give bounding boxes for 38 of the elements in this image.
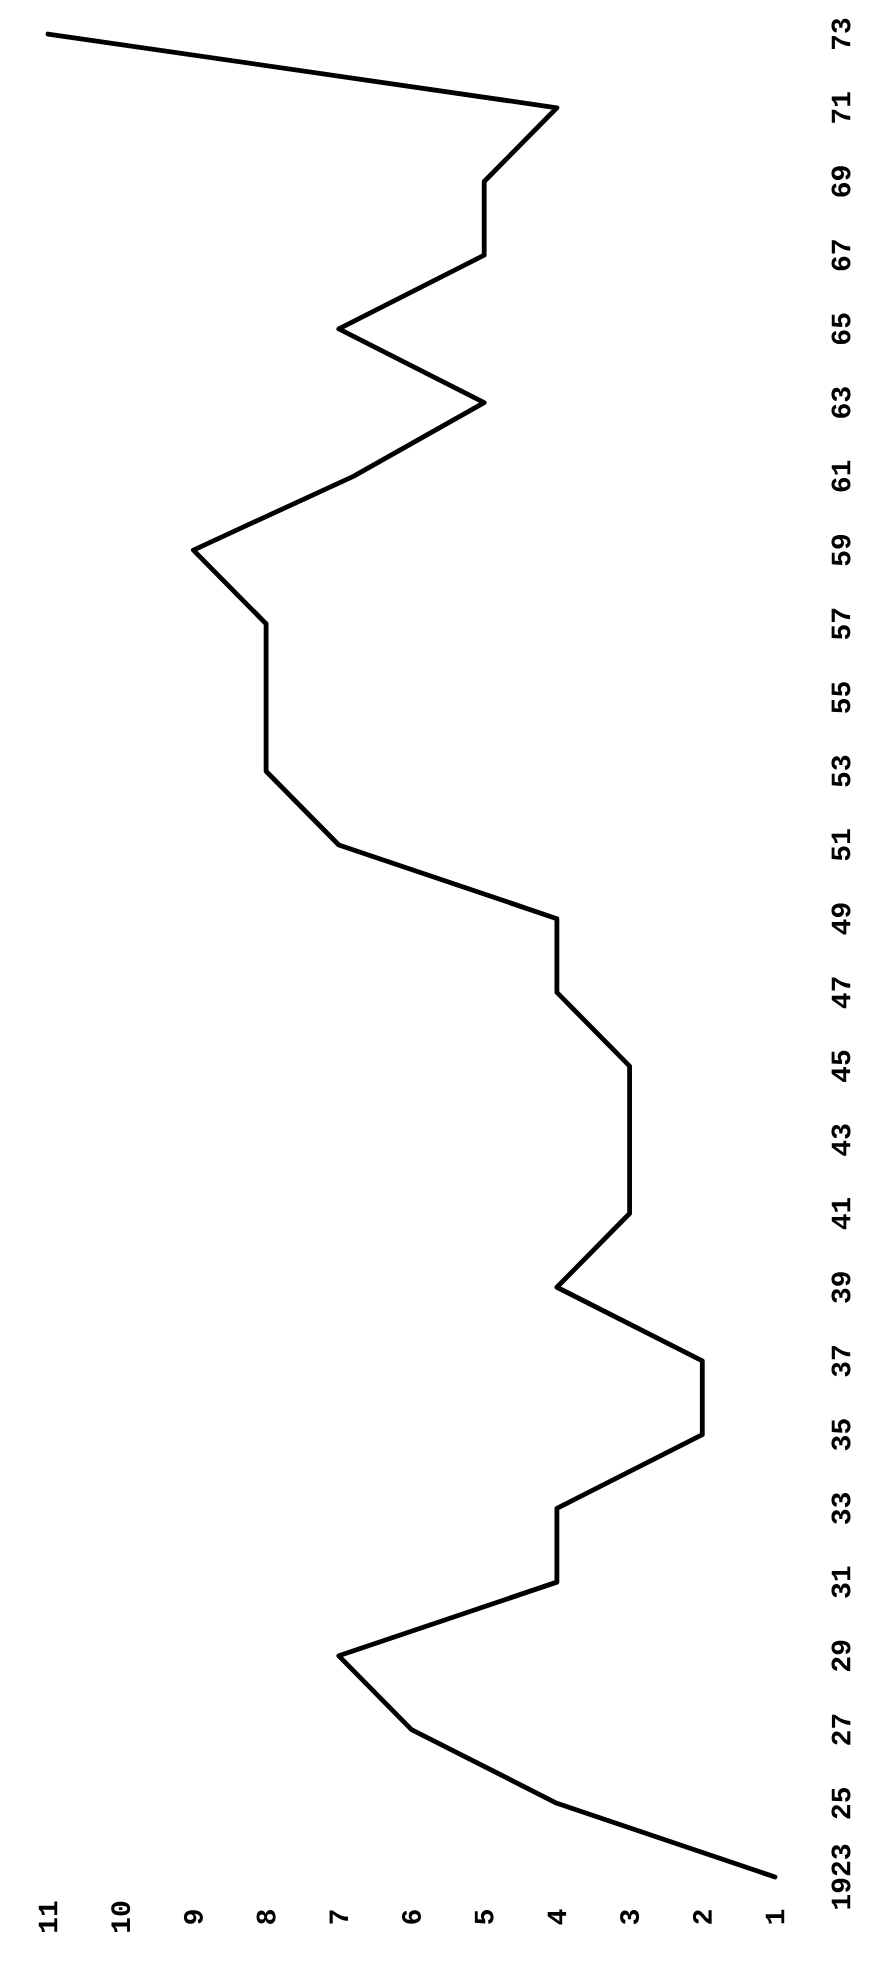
x-tick-label: 9 (183, 1910, 203, 1924)
y-tick-label: 55 (831, 682, 851, 713)
x-tick-label: 5 (474, 1910, 494, 1924)
y-tick-label: 61 (831, 460, 851, 492)
y-tick-label: 43 (831, 1124, 851, 1156)
x-tick-label: 10 (111, 1901, 131, 1932)
y-tick-label: 25 (831, 1787, 851, 1819)
y-tick-label: 53 (831, 755, 851, 787)
y-tick-label: 33 (831, 1493, 851, 1524)
x-tick-label: 4 (547, 1909, 567, 1925)
y-tick-label: 1923 (831, 1844, 851, 1909)
y-tick-label: 29 (831, 1640, 851, 1671)
y-tick-label: 37 (831, 1346, 851, 1377)
y-tick-label: 71 (831, 92, 851, 123)
y-tick-label: 51 (831, 829, 851, 861)
y-tick-label: 35 (831, 1419, 851, 1451)
x-tick-label: 2 (692, 1910, 712, 1924)
x-tick-label: 11 (38, 1901, 58, 1932)
y-tick-label: 27 (831, 1714, 851, 1745)
y-tick-label: 31 (831, 1566, 851, 1598)
y-tick-label: 47 (831, 977, 851, 1009)
y-tick-label: 67 (831, 240, 851, 271)
y-tick-label: 57 (831, 608, 851, 640)
y-tick-label: 63 (831, 387, 851, 418)
x-tick-label: 6 (401, 1910, 421, 1924)
x-tick-label: 7 (329, 1910, 349, 1924)
x-tick-label: 8 (256, 1910, 276, 1924)
y-tick-label: 59 (831, 534, 851, 566)
y-tick-label: 69 (831, 166, 851, 197)
y-tick-label: 65 (831, 313, 851, 344)
y-tick-label: 45 (831, 1050, 851, 1082)
y-tick-label: 41 (831, 1197, 851, 1230)
line-series (45, 31, 778, 1880)
x-tick-label: 1 (765, 1909, 785, 1924)
y-tick-label: 39 (831, 1272, 851, 1303)
x-tick-label: 3 (620, 1910, 640, 1925)
y-tick-label: 73 (831, 18, 851, 50)
y-tick-label: 49 (831, 903, 851, 935)
